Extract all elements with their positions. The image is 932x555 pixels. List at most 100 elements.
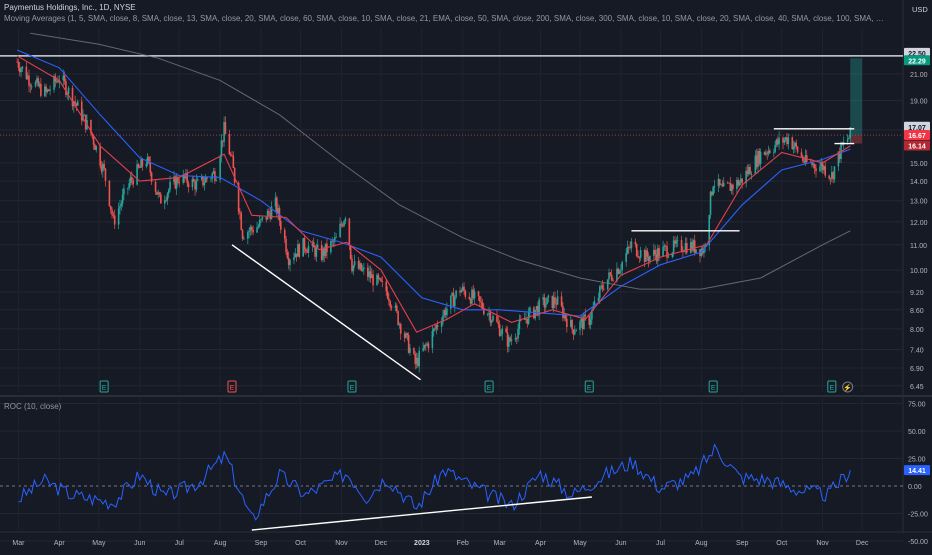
time-tick-label: Sep xyxy=(736,540,749,547)
candle-body xyxy=(111,209,113,216)
candle-body xyxy=(766,152,769,154)
candle-body xyxy=(490,320,493,323)
candle-body xyxy=(279,220,282,230)
candle-body xyxy=(828,175,830,179)
candle-body xyxy=(453,297,456,307)
candle-body xyxy=(680,240,683,251)
candle-body xyxy=(726,182,729,184)
time-tick-label: Jul xyxy=(656,540,665,547)
candle-body xyxy=(136,164,138,185)
candle-body xyxy=(178,182,181,184)
candle-body xyxy=(54,76,57,82)
drawing-trendline xyxy=(231,244,421,381)
price-tick-label: 8.00 xyxy=(910,327,924,334)
earnings-marker xyxy=(827,380,837,393)
time-tick-label: Mar xyxy=(494,540,507,547)
candle-body xyxy=(390,306,393,308)
candle-body xyxy=(359,263,361,269)
candle-body xyxy=(166,193,169,201)
candle-body xyxy=(363,267,365,270)
candle-body xyxy=(639,249,642,258)
candle-body xyxy=(455,290,457,298)
time-tick-label: Dec xyxy=(856,540,869,547)
candle-body xyxy=(718,178,721,185)
candle-body xyxy=(784,137,787,140)
candle-body xyxy=(276,197,278,214)
candle-body xyxy=(745,170,747,184)
candle-body xyxy=(74,101,76,104)
candle-body xyxy=(747,166,750,175)
candle-body xyxy=(341,224,344,227)
candle-body xyxy=(606,279,609,290)
candle-body xyxy=(802,156,804,161)
event-glyph: E xyxy=(711,385,716,392)
candle-body xyxy=(399,324,402,334)
earnings-marker xyxy=(708,380,718,393)
candle-body xyxy=(782,137,784,143)
candle-body xyxy=(672,240,675,253)
price-tick-label: 11.00 xyxy=(910,243,927,250)
candle-body xyxy=(599,286,601,298)
price-label-top: 22.50 xyxy=(908,51,926,58)
candle-body xyxy=(285,238,287,253)
price-label-target: 22.29 xyxy=(908,58,926,65)
candle-body xyxy=(523,319,526,321)
candle-body xyxy=(249,226,252,231)
candle-body xyxy=(537,306,539,316)
candle-body xyxy=(28,75,30,86)
candle-body xyxy=(778,137,780,145)
candle-body xyxy=(498,324,501,336)
candle-body xyxy=(630,241,633,248)
time-tick-label: Sep xyxy=(255,540,268,547)
time-tick-label: Aug xyxy=(695,540,708,547)
candle-body xyxy=(757,150,759,168)
candle-body xyxy=(535,306,538,311)
candle-body xyxy=(749,166,751,175)
position-target-zone xyxy=(850,58,863,136)
price-label-box-resistance xyxy=(904,121,930,132)
candle-body xyxy=(460,290,463,293)
candle-body xyxy=(692,240,695,251)
candle-body xyxy=(510,339,513,342)
candle-body xyxy=(803,160,805,163)
candle-body xyxy=(320,244,323,260)
candle-body xyxy=(360,263,362,271)
candle-body xyxy=(407,335,410,353)
candle-body xyxy=(796,146,799,153)
candle-body xyxy=(589,319,592,325)
candle-body xyxy=(602,288,605,290)
time-tick-label: Nov xyxy=(335,540,348,547)
candle-body xyxy=(332,240,335,242)
ma-line-ema_red xyxy=(16,55,851,333)
candle-body xyxy=(514,338,517,340)
candle-body xyxy=(691,241,693,251)
candle-body xyxy=(385,281,388,292)
candle-body xyxy=(103,163,105,169)
candle-body xyxy=(773,152,775,153)
candle-body xyxy=(163,200,166,204)
candle-body xyxy=(423,344,426,349)
chart-title: Paymentus Holdings, Inc., 1D, NYSE xyxy=(4,3,136,12)
candle-body xyxy=(247,232,249,239)
candle-body xyxy=(497,322,500,325)
candle-body xyxy=(555,303,558,305)
candle-body xyxy=(653,249,655,256)
time-tick-label: Apr xyxy=(535,540,547,547)
candle-body xyxy=(482,308,485,315)
candle-body xyxy=(584,314,587,316)
candle-body xyxy=(283,229,286,239)
candle-body xyxy=(131,177,133,181)
candle-body xyxy=(297,244,299,257)
candle-body xyxy=(167,189,170,194)
candle-body xyxy=(638,257,641,259)
candle-body xyxy=(666,246,668,258)
candle-body xyxy=(717,178,720,187)
candle-body xyxy=(377,274,380,280)
candle-body xyxy=(792,146,795,150)
candle-body xyxy=(99,145,101,166)
candle-body xyxy=(832,172,834,180)
candle-body xyxy=(581,318,584,330)
candle-body xyxy=(237,182,240,212)
